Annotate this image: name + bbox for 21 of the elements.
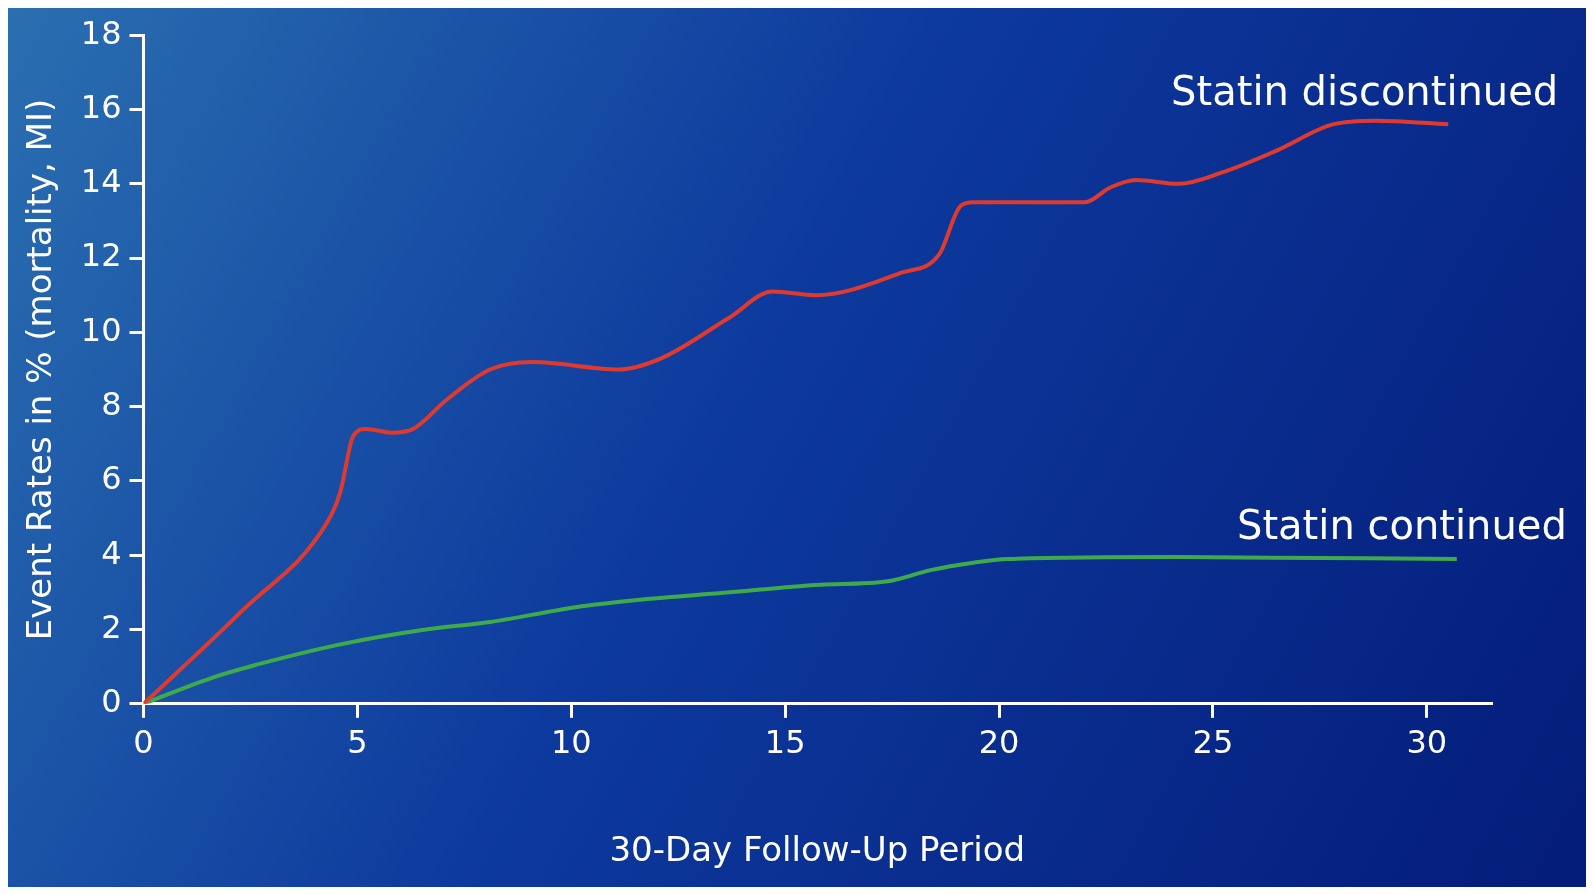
- x-tick-label: 10: [550, 723, 592, 762]
- y-tick-label: 8: [101, 384, 122, 423]
- series-label: Statin continued: [1237, 502, 1567, 549]
- x-axis-title: 30-Day Follow-Up Period: [609, 829, 1026, 870]
- y-tick-label: 6: [101, 459, 122, 498]
- y-tick-label: 0: [101, 682, 122, 721]
- y-tick-label: 14: [80, 162, 122, 201]
- x-tick-label: 15: [764, 723, 806, 762]
- y-tick-label: 10: [80, 310, 122, 349]
- y-tick-label: 18: [80, 13, 122, 52]
- x-tick-label: 5: [347, 723, 368, 762]
- series-label: Statin discontinued: [1171, 67, 1559, 114]
- y-tick-label: 12: [80, 236, 122, 275]
- x-tick-label: 0: [133, 723, 154, 762]
- x-tick-label: 25: [1192, 723, 1234, 762]
- y-tick-label: 16: [80, 87, 122, 126]
- y-tick-label: 2: [101, 607, 122, 646]
- y-axis-title: Event Rates in % (mortality, MI): [19, 98, 60, 641]
- x-tick-label: 30: [1406, 723, 1448, 762]
- x-tick-label: 20: [978, 723, 1020, 762]
- y-tick-label: 4: [101, 533, 122, 572]
